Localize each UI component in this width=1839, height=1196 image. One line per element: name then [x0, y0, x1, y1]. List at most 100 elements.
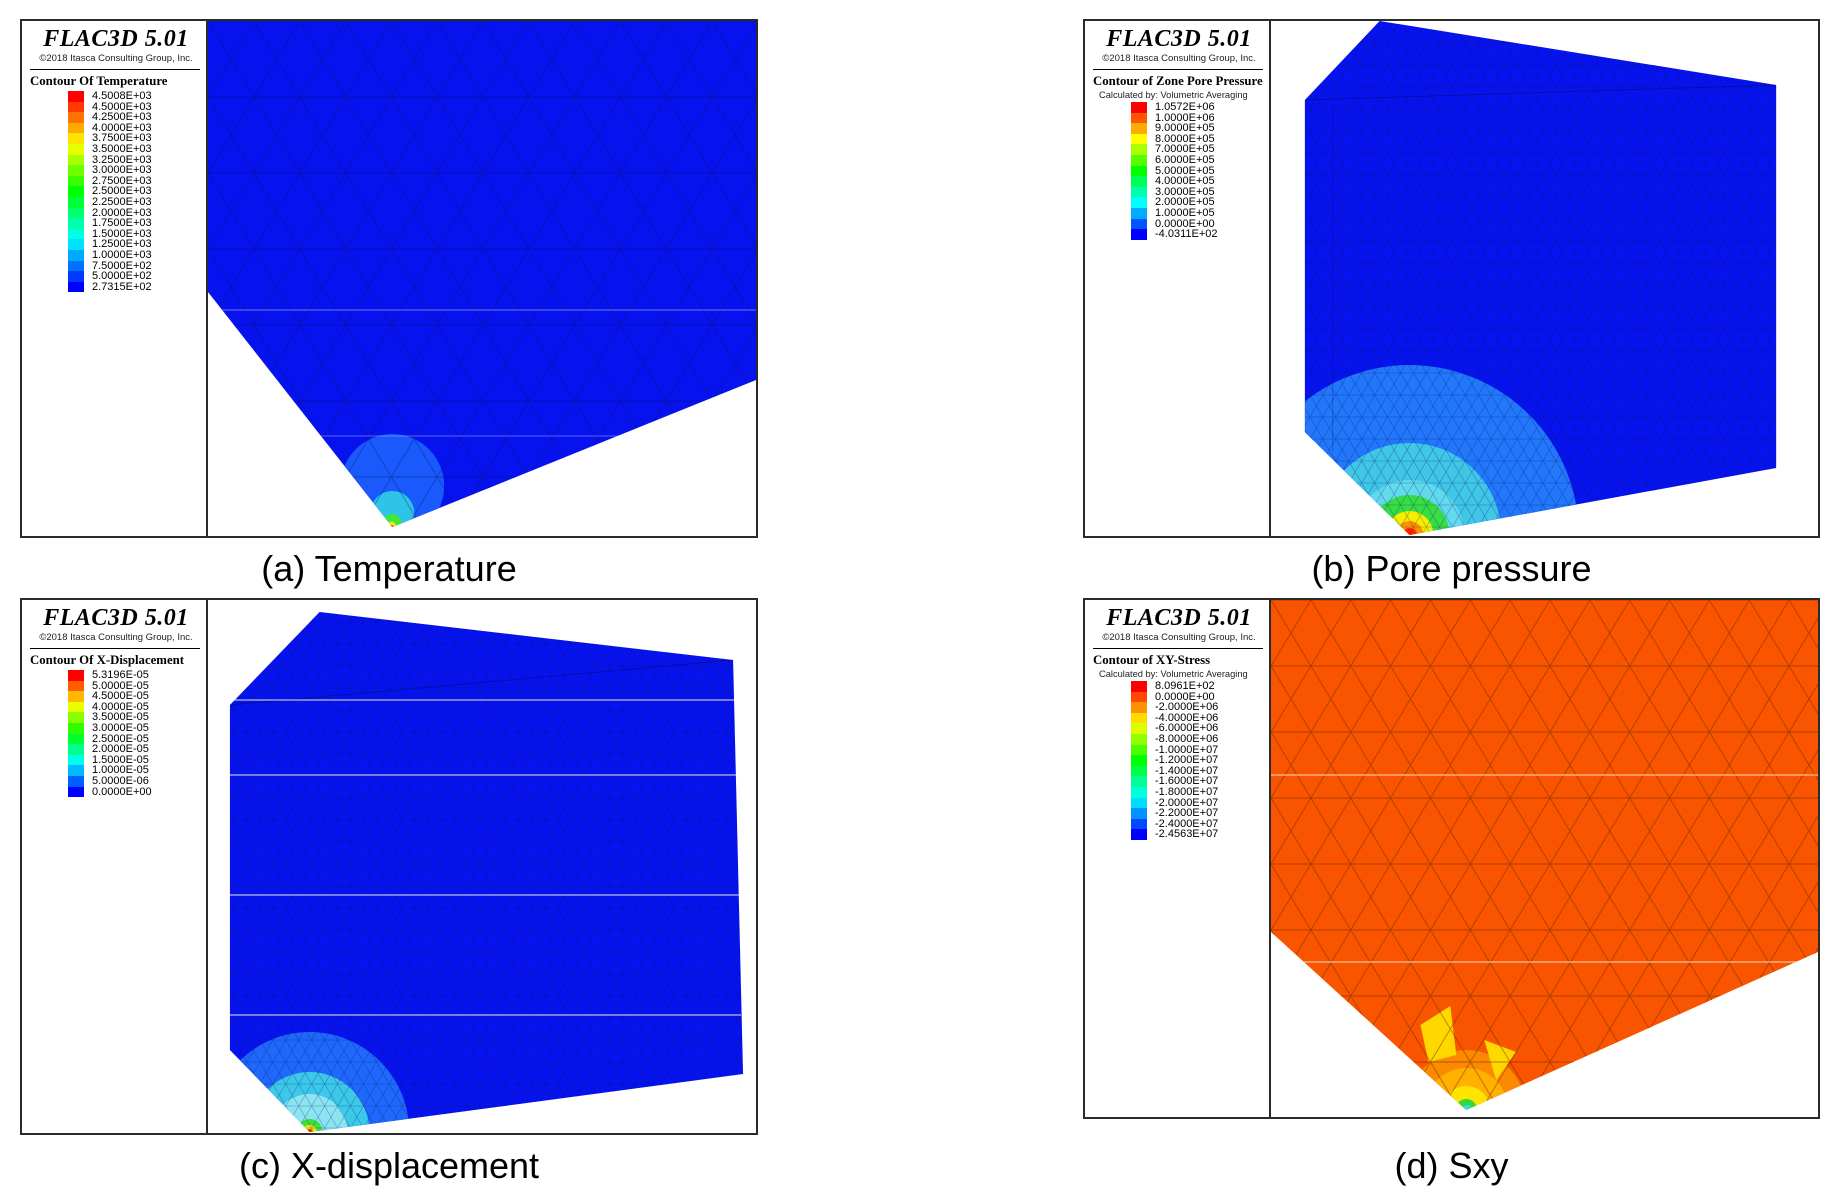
legend-row: 3.7500E+03 — [28, 133, 204, 144]
legend-swatch — [1131, 755, 1147, 766]
contour-title: Contour of XY-Stress — [1093, 653, 1211, 667]
mesh-cube-temperature — [208, 21, 756, 527]
legend-swatch — [68, 143, 84, 155]
legend-colorbar: 1.0572E+06 1.0000E+06 9.0000E+05 8.0000E+05… — [1091, 102, 1267, 240]
legend-swatch — [1131, 207, 1147, 219]
legend-row: 8.0961E+02 — [1091, 681, 1267, 692]
legend-panel: FLAC3D 5.01 ©2018 Itasca Consulting Grou… — [1085, 600, 1271, 1117]
legend-value: -1.8000E+07 — [1155, 785, 1219, 798]
app-title: FLAC3D 5.01 — [1106, 605, 1252, 631]
copyright-text: ©2018 Itasca Consulting Group, Inc. — [1102, 53, 1256, 64]
legend-row: 1.0000E+05 — [1091, 208, 1267, 219]
legend-swatch — [1131, 818, 1147, 830]
legend-swatch — [68, 154, 84, 166]
legend-value: 3.5000E+03 — [92, 142, 152, 155]
legend-value: 1.5000E+03 — [92, 227, 152, 240]
legend-value: 5.0000E+05 — [1155, 164, 1215, 177]
contour-title: Contour Of Temperature — [30, 74, 168, 88]
legend-swatch — [1131, 112, 1147, 124]
caption-sxy: (d) Sxy — [1394, 1145, 1509, 1186]
legend-swatch — [68, 691, 84, 702]
legend-value: 2.0000E+05 — [1155, 196, 1215, 209]
legend-value: 1.5000E-05 — [92, 753, 149, 766]
legend-row: 3.5000E-05 — [28, 712, 204, 723]
legend-value: 4.5008E+03 — [92, 90, 152, 102]
legend-row: 7.5000E+02 — [28, 260, 204, 272]
legend-row: -1.4000E+07 — [1091, 765, 1267, 777]
legend-row: 2.5000E+03 — [28, 186, 204, 197]
legend-swatch — [68, 271, 84, 282]
legend-row: 2.0000E+03 — [28, 206, 204, 219]
legend-swatch — [1131, 102, 1147, 113]
copyright-text: ©2018 Itasca Consulting Group, Inc. — [39, 53, 193, 64]
legend-value: 3.0000E-05 — [92, 721, 149, 734]
legend-swatch — [68, 112, 84, 123]
legend-row: 3.5000E+03 — [28, 144, 204, 155]
legend-swatch — [1131, 691, 1147, 703]
legend-value: 3.0000E+05 — [1155, 185, 1215, 198]
caption-pore-pressure: (b) Pore pressure — [1311, 548, 1592, 589]
legend-value: 1.7500E+03 — [92, 217, 152, 230]
legend-swatch — [68, 260, 84, 272]
legend-row: 3.2500E+03 — [28, 153, 204, 166]
legend-value: 5.3196E-05 — [92, 669, 149, 681]
legend-row: 5.3196E-05 — [28, 670, 204, 681]
legend-value: 4.0000E-05 — [92, 700, 149, 713]
legend-swatch — [68, 733, 84, 745]
legend-row: -1.6000E+07 — [1091, 776, 1267, 787]
legend-value: 2.7315E+02 — [92, 280, 152, 293]
legend-swatch — [68, 228, 84, 240]
legend-swatch — [1131, 165, 1147, 177]
legend-value: 2.0000E-05 — [92, 743, 149, 756]
legend-row: -1.0000E+07 — [1091, 743, 1267, 756]
legend-row: -4.0000E+06 — [1091, 711, 1267, 724]
legend-value: 2.7500E+03 — [92, 174, 152, 187]
legend-panel: FLAC3D 5.01 ©2018 Itasca Consulting Grou… — [1085, 21, 1271, 536]
legend-row: -2.0000E+07 — [1091, 797, 1267, 809]
legend-swatch — [68, 239, 84, 250]
legend-value: 2.0000E+03 — [92, 206, 152, 219]
legend-value: 3.2500E+03 — [92, 153, 152, 166]
legend-value: 1.0000E+06 — [1155, 111, 1215, 124]
legend-row: -2.4563E+07 — [1091, 829, 1267, 840]
legend-row: 5.0000E-06 — [28, 776, 204, 787]
legend-value: 1.0000E-05 — [92, 764, 149, 777]
legend-swatch — [68, 122, 84, 134]
legend-swatch — [68, 670, 84, 681]
contour-subtitle: Calculated by: Volumetric Averaging — [1099, 669, 1248, 679]
legend-row: 1.0000E+06 — [1091, 111, 1267, 124]
legend-swatch — [68, 712, 84, 723]
legend-row: 1.5000E-05 — [28, 753, 204, 766]
mesh-cube-pore-pressure — [1304, 21, 1777, 535]
legend-swatch — [1131, 176, 1147, 187]
legend-swatch — [1131, 154, 1147, 166]
legend-colorbar: 5.3196E-05 5.0000E-05 4.5000E-05 4.0000E-05… — [28, 670, 204, 798]
legend-value: -6.0000E+06 — [1155, 722, 1219, 735]
legend-row: -2.2000E+07 — [1091, 808, 1267, 819]
legend-row: 1.0000E+03 — [28, 250, 204, 261]
legend-value: 0.0000E+00 — [92, 785, 152, 798]
legend-row: 1.2500E+03 — [28, 239, 204, 250]
legend-value: -1.0000E+07 — [1155, 743, 1219, 756]
legend-value: 4.5000E+03 — [92, 100, 152, 113]
legend-swatch — [1131, 733, 1147, 745]
legend-row: 5.0000E+02 — [28, 271, 204, 282]
legend-value: 3.7500E+03 — [92, 132, 152, 145]
legend-value: 5.0000E-06 — [92, 774, 149, 787]
legend-row: 4.2500E+03 — [28, 112, 204, 123]
legend-value: -4.0000E+06 — [1155, 711, 1219, 724]
legend-row: 0.0000E+00 — [1091, 218, 1267, 230]
legend-swatch — [1131, 218, 1147, 230]
legend-row: 4.5000E+03 — [28, 100, 204, 113]
legend-swatch — [68, 101, 84, 113]
legend-value: 4.0000E+05 — [1155, 175, 1215, 188]
legend-value: 3.5000E-05 — [92, 711, 149, 724]
legend-value: 4.5000E-05 — [92, 690, 149, 703]
legend-value: 1.0000E+05 — [1155, 206, 1215, 219]
legend-swatch — [68, 186, 84, 197]
legend-row: 2.5000E-05 — [28, 733, 204, 745]
legend-swatch — [68, 722, 84, 734]
legend-swatch — [68, 175, 84, 187]
legend-value: 4.0000E+03 — [92, 121, 152, 134]
legend-value: 2.5000E+03 — [92, 185, 152, 198]
